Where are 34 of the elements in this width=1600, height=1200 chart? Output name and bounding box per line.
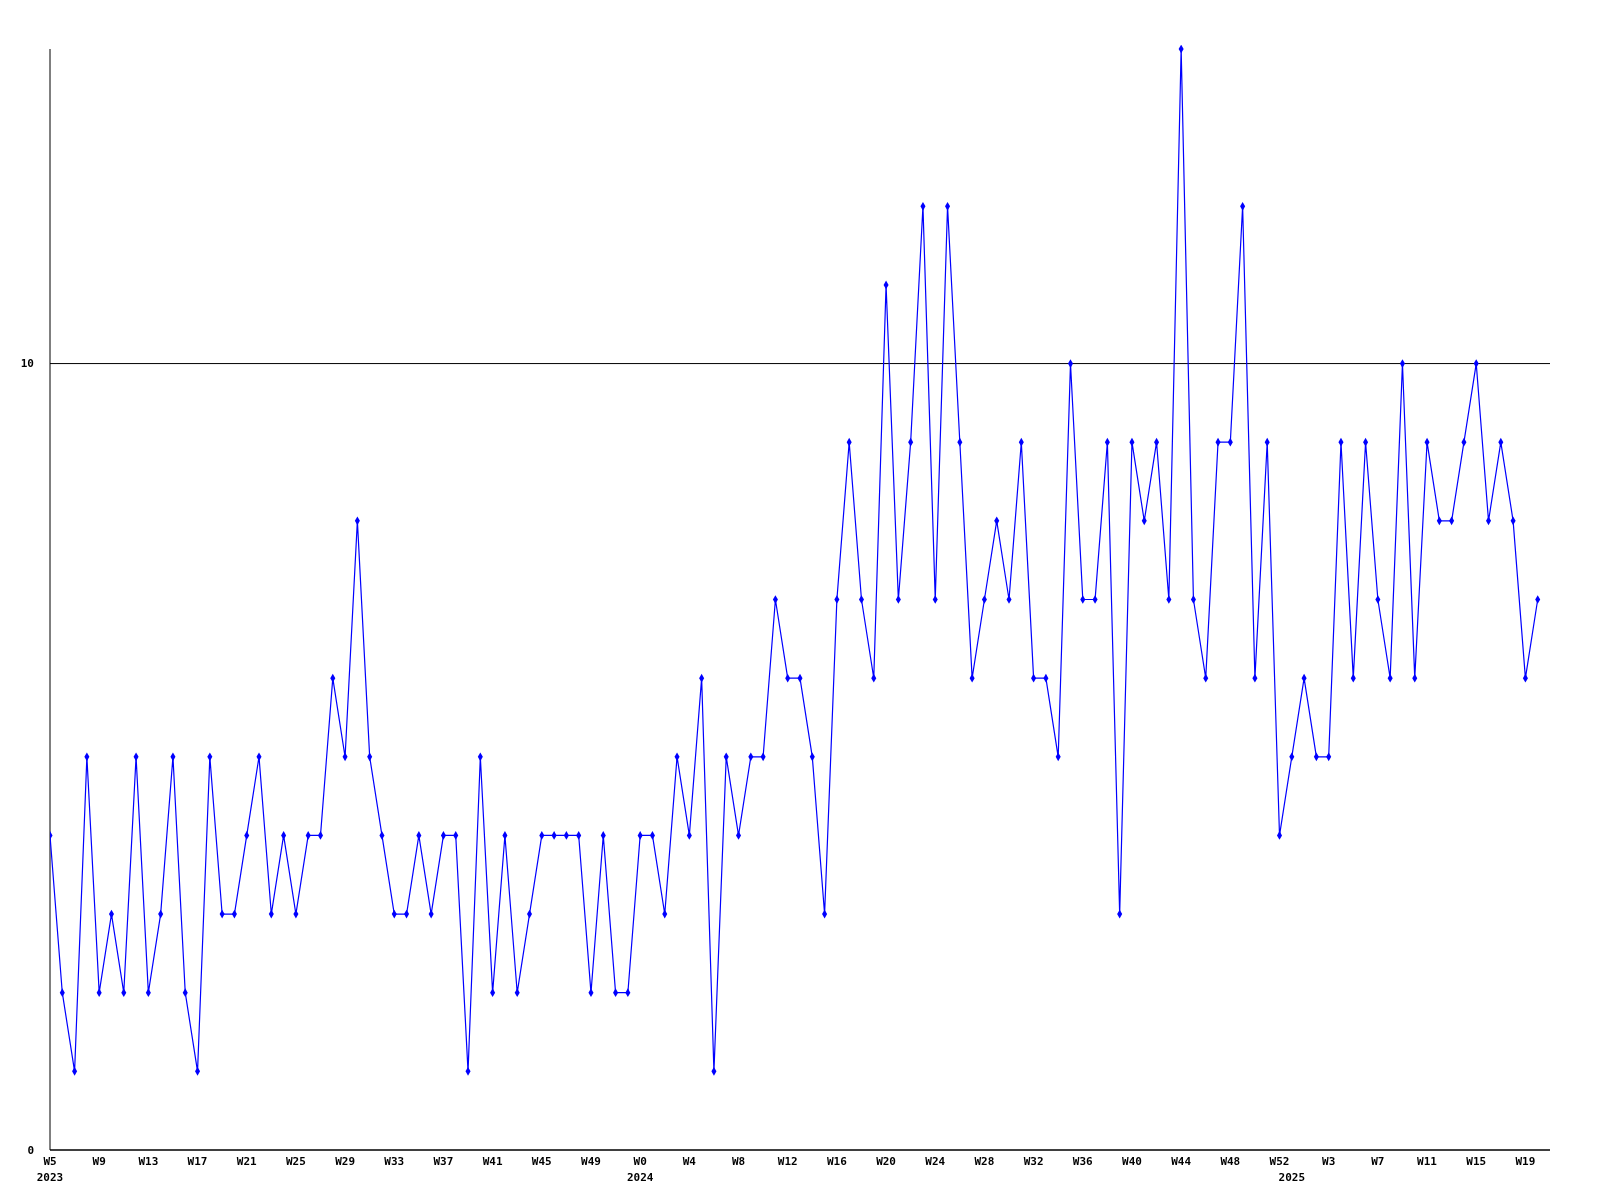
x-tick-label: W29 — [335, 1155, 356, 1168]
y-tick-label: 0 — [27, 1143, 34, 1157]
x-tick-label: W33 — [384, 1155, 405, 1168]
x-tick-label: W5 2023 — [36, 1155, 64, 1184]
x-tick-label: W45 — [531, 1155, 552, 1168]
x-tick-label: W36 — [1072, 1155, 1094, 1168]
x-tick-label: W7 — [1371, 1155, 1385, 1168]
x-tick-label: W13 — [138, 1155, 159, 1168]
x-tick-label: W17 — [187, 1155, 208, 1168]
x-tick-label: W37 — [433, 1155, 454, 1168]
x-tick-label: W11 — [1417, 1155, 1438, 1168]
x-tick-label: W9 — [92, 1155, 106, 1168]
x-tick-label: W49 — [581, 1155, 601, 1168]
x-tick-label: W16 — [826, 1155, 848, 1168]
x-tick-label: W44 — [1171, 1155, 1192, 1168]
x-tick-label: 2025 — [1278, 1171, 1306, 1184]
x-tick-label: W48 — [1220, 1155, 1241, 1168]
x-tick-label: W52 — [1269, 1155, 1290, 1168]
x-tick-label: W24 — [925, 1155, 946, 1168]
x-tick-label: W40 — [1122, 1155, 1142, 1168]
x-tick-label: W4 — [682, 1155, 697, 1168]
x-tick-label: W0 2024 — [626, 1155, 654, 1184]
x-tick-label: W3 — [1322, 1155, 1336, 1168]
y-tick-label: 10 — [20, 357, 34, 371]
x-tick-label: W19 — [1515, 1155, 1536, 1168]
x-tick-label: W8 — [731, 1155, 746, 1168]
x-tick-label: W15 — [1466, 1155, 1487, 1168]
x-tick-label: W32 — [1023, 1155, 1044, 1168]
x-tick-label: W12 — [777, 1155, 798, 1168]
x-tick-label: W41 — [482, 1155, 503, 1168]
x-tick-label: W20 — [876, 1155, 896, 1168]
x-tick-label: W21 — [236, 1155, 258, 1168]
x-tick-label: W28 — [974, 1155, 995, 1168]
x-tick-label: W25 — [285, 1155, 306, 1168]
